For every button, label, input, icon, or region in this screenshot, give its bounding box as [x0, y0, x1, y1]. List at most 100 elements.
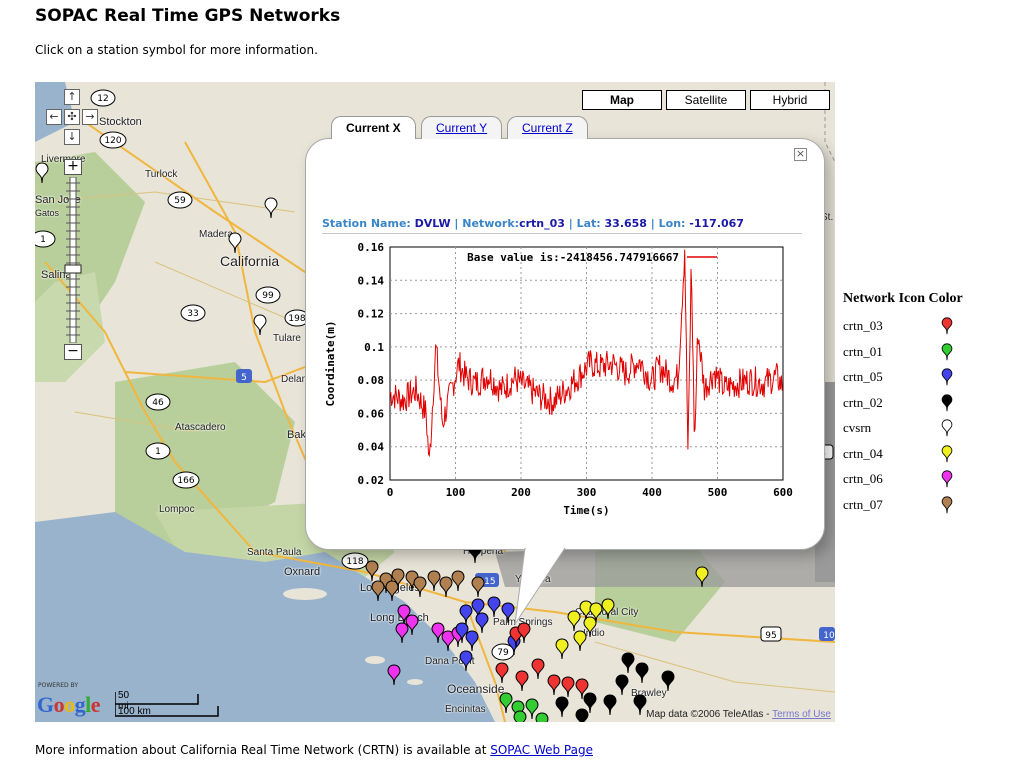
station-marker[interactable]: [253, 314, 267, 336]
google-logo: POWERED BY Google: [37, 682, 101, 717]
legend-label: cvsrn: [843, 420, 872, 435]
station-marker[interactable]: [427, 570, 441, 592]
station-marker[interactable]: [575, 678, 589, 700]
station-marker[interactable]: [455, 622, 469, 644]
map-pin-icon: [941, 317, 953, 335]
station-marker[interactable]: [385, 580, 399, 602]
station-marker[interactable]: [555, 696, 569, 718]
pan-right-button[interactable]: →: [82, 109, 98, 125]
station-marker[interactable]: [603, 694, 617, 716]
map-attribution: Map data ©2006 TeleAtlas - Terms of Use: [646, 709, 831, 720]
station-marker[interactable]: [633, 694, 647, 716]
place-label: Hesperia: [463, 546, 504, 557]
station-marker[interactable]: [475, 612, 489, 634]
y-tick-label: 0.14: [358, 274, 385, 287]
station-marker[interactable]: [471, 576, 485, 598]
station-marker[interactable]: [635, 662, 649, 684]
station-marker[interactable]: [695, 566, 709, 588]
station-marker[interactable]: [501, 602, 515, 624]
station-marker[interactable]: [573, 630, 587, 652]
station-marker[interactable]: [405, 614, 419, 636]
station-marker[interactable]: [517, 622, 531, 644]
station-marker[interactable]: [459, 650, 473, 672]
station-marker[interactable]: [379, 572, 393, 594]
map-view[interactable]: 12 120 59 99 33 198 5 46 1 166 1 118 215…: [35, 82, 835, 722]
station-marker[interactable]: [515, 670, 529, 692]
coordinate-chart: 0 100 200 300 400 500 600 0.02 0.04 0.06 0.08 0.1 0.…: [324, 241, 793, 517]
pan-up-button[interactable]: ↑: [64, 89, 80, 105]
station-marker[interactable]: [495, 662, 509, 684]
place-label: St.: [821, 212, 834, 223]
station-marker[interactable]: [547, 674, 561, 696]
station-marker[interactable]: [567, 610, 581, 632]
station-marker[interactable]: [228, 232, 242, 254]
map-type-satellite-button[interactable]: Satellite: [666, 90, 746, 110]
svg-text:10: 10: [823, 631, 835, 641]
svg-text:33: 33: [187, 309, 198, 319]
tab-current-z[interactable]: Current Z: [507, 116, 588, 139]
y-tick-label: 0.08: [358, 374, 385, 387]
station-marker[interactable]: [371, 580, 385, 602]
legend-label: crtn_06: [843, 471, 883, 486]
station-marker[interactable]: [525, 698, 539, 720]
pan-center-button[interactable]: ✣: [64, 109, 80, 125]
station-marker[interactable]: [583, 616, 597, 638]
legend-row: crtn_04: [843, 441, 963, 467]
info-window-tail: [514, 548, 566, 625]
station-marker[interactable]: [264, 197, 278, 219]
station-marker[interactable]: [535, 712, 549, 722]
zoom-in-button[interactable]: +: [64, 159, 82, 175]
station-marker[interactable]: [499, 692, 513, 714]
station-info-window: Station Name: DVLW | Network:crtn_03 | L…: [305, 138, 825, 550]
station-marker[interactable]: [531, 658, 545, 680]
station-marker[interactable]: [513, 710, 527, 722]
station-marker[interactable]: [431, 622, 445, 644]
station-marker[interactable]: [465, 630, 479, 652]
station-info-header: Station Name: DVLW | Network:crtn_03 | L…: [322, 217, 744, 230]
station-marker[interactable]: [387, 664, 401, 686]
pan-down-button[interactable]: ↓: [64, 129, 80, 145]
svg-text:95: 95: [765, 631, 776, 641]
station-marker[interactable]: [365, 560, 379, 582]
footer-info: More information about California Real T…: [35, 743, 593, 757]
place-label: Santa Paula: [247, 547, 302, 558]
x-tick-label: 600: [773, 486, 793, 499]
place-label: Dana Point: [425, 656, 475, 667]
station-marker[interactable]: [405, 570, 419, 592]
legend-row: cvsrn: [843, 415, 963, 441]
station-marker[interactable]: [575, 708, 589, 722]
pan-left-button[interactable]: ←: [46, 109, 62, 125]
station-marker[interactable]: [487, 596, 501, 618]
station-marker[interactable]: [621, 652, 635, 674]
place-label: Brawley: [631, 688, 667, 699]
station-marker[interactable]: [561, 676, 575, 698]
legend-row: crtn_07: [843, 492, 963, 518]
station-marker[interactable]: [583, 692, 597, 714]
legend-row: crtn_02: [843, 390, 963, 416]
tab-current-x[interactable]: Current X: [331, 116, 416, 139]
close-icon[interactable]: ×: [794, 147, 807, 161]
station-marker[interactable]: [439, 576, 453, 598]
station-marker[interactable]: [661, 670, 675, 692]
zoom-slider-track[interactable]: [64, 177, 82, 343]
y-tick-label: 0.04: [358, 441, 385, 454]
place-label: Palm Springs: [493, 617, 553, 628]
station-marker[interactable]: [555, 638, 569, 660]
sopac-web-page-link[interactable]: SOPAC Web Page: [490, 743, 593, 757]
station-marker[interactable]: [35, 162, 49, 184]
station-marker[interactable]: [601, 598, 615, 620]
station-marker[interactable]: [615, 674, 629, 696]
map-type-map-button[interactable]: Map: [582, 90, 662, 110]
tab-current-y[interactable]: Current Y: [421, 116, 503, 139]
map-type-hybrid-button[interactable]: Hybrid: [750, 90, 830, 110]
station-marker[interactable]: [451, 570, 465, 592]
station-marker[interactable]: [395, 622, 409, 644]
zoom-out-button[interactable]: −: [64, 344, 82, 360]
legend-title: Network Icon Color: [843, 291, 963, 306]
y-tick-label: 0.12: [358, 308, 385, 321]
x-tick-label: 100: [446, 486, 466, 499]
y-tick-label: 0.1: [364, 341, 384, 354]
zoom-slider-handle: [64, 264, 82, 274]
terms-of-use-link[interactable]: Terms of Use: [772, 709, 831, 720]
station-marker[interactable]: [413, 576, 427, 598]
